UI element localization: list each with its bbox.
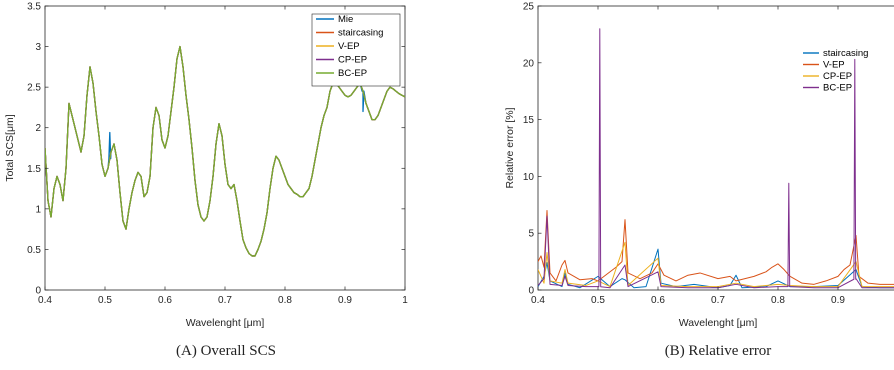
y-tick-label: 2: [35, 123, 41, 134]
chart-b-ylabel: Relative error [%]: [504, 107, 516, 188]
x-tick-label: 0.5: [98, 295, 112, 306]
y-tick-label: 3: [35, 42, 41, 53]
y-tick-label: 10: [523, 172, 535, 183]
y-tick-label: 3.5: [27, 2, 41, 13]
chart-a-caption: (A) Overall SCS: [176, 343, 276, 359]
legend-label: V-EP: [823, 60, 845, 71]
legend-label: CP-EP: [338, 55, 367, 66]
series-line-bc-ep: [538, 28, 894, 289]
x-tick-label: 0.4: [38, 295, 52, 306]
y-tick-label: 5: [528, 229, 534, 240]
chart-b-y-ticks: 0 5 10 15 20 25: [523, 2, 542, 297]
chart-a-legend-box: [311, 13, 401, 87]
chart-a: 0.4 0.5 0.6 0.7 0.8 0.9 1 0 0.5 1 1.5 2 2.5 3 3.5 Wav…: [4, 2, 408, 360]
legend-label: staircasing: [338, 28, 383, 39]
x-tick-label: 0.9: [831, 295, 845, 306]
y-tick-label: 15: [523, 115, 535, 126]
legend-label: BC-EP: [823, 83, 852, 94]
chart-b-x-ticks: 0.4 0.5 0.6 0.7 0.8 0.9: [531, 6, 845, 306]
legend-label: V-EP: [338, 41, 360, 52]
series-line-v-ep: [538, 209, 894, 285]
y-tick-label: 0: [528, 286, 534, 297]
y-tick-label: 1.5: [27, 164, 41, 175]
y-tick-label: 1: [35, 204, 41, 215]
y-tick-label: 25: [523, 2, 535, 13]
legend-label: BC-EP: [338, 68, 367, 79]
x-tick-label: 0.7: [218, 295, 232, 306]
x-tick-label: 1: [402, 295, 408, 306]
chart-a-ylabel: Total SCS[μm]: [4, 114, 16, 181]
x-tick-label: 0.8: [771, 295, 785, 306]
x-tick-label: 0.6: [651, 295, 665, 306]
chart-b-series-lines: [538, 28, 894, 289]
legend-label: staircasing: [823, 48, 868, 59]
chart-b: 0.4 0.5 0.6 0.7 0.8 0.9 0 5 10 15 20 25 Wavelenght…: [504, 2, 894, 359]
y-tick-label: 0.5: [27, 245, 41, 256]
chart-a-legend: Mie staircasing V-EP CP-EP BC-EP: [311, 13, 401, 87]
y-tick-label: 2.5: [27, 83, 41, 94]
series-line-bc-ep: [45, 45, 405, 257]
chart-a-xlabel: Wavelenght [μm]: [186, 317, 265, 329]
x-tick-label: 0.5: [591, 295, 605, 306]
chart-b-caption: (B) Relative error: [665, 343, 772, 359]
chart-a-y-ticks: 0 0.5 1 1.5 2 2.5 3 3.5: [27, 2, 405, 297]
x-tick-label: 0.4: [531, 295, 545, 306]
x-tick-label: 0.9: [338, 295, 352, 306]
x-tick-label: 0.7: [711, 295, 725, 306]
chart-b-plot-area: [537, 5, 894, 291]
y-tick-label: 20: [523, 58, 535, 69]
series-line-cp-ep: [538, 241, 894, 288]
legend-label: CP-EP: [823, 71, 852, 82]
legend-label: Mie: [338, 14, 353, 25]
chart-a-x-ticks: 0.4 0.5 0.6 0.7 0.8 0.9 1: [38, 6, 408, 306]
y-tick-label: 0: [35, 286, 41, 297]
x-tick-label: 0.8: [278, 295, 292, 306]
x-tick-label: 0.6: [158, 295, 172, 306]
chart-a-series-lines: [45, 45, 405, 257]
chart-b-xlabel: Wavelenght [μm]: [679, 317, 758, 329]
